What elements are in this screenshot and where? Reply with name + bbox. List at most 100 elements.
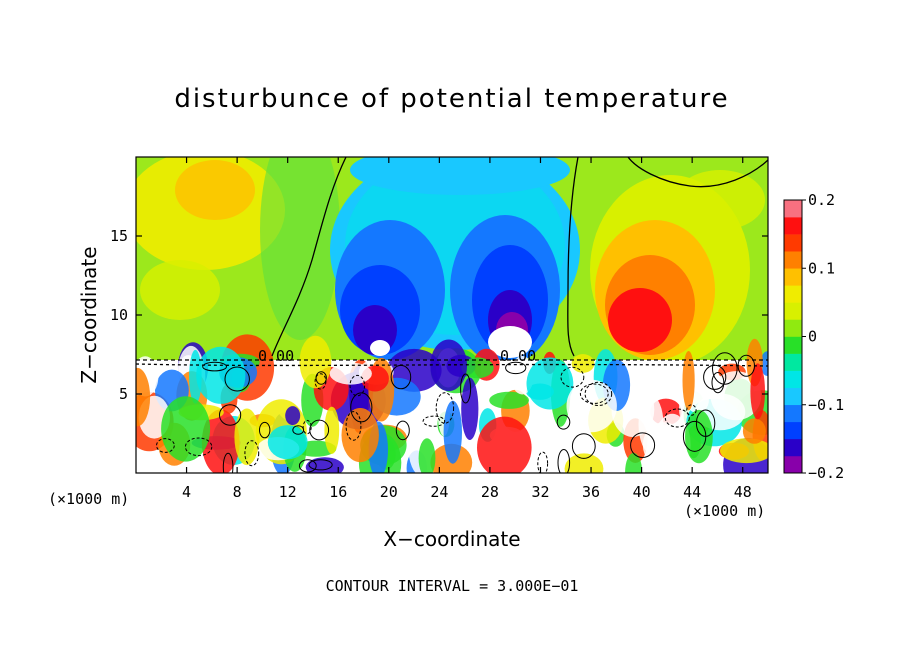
turbulence-patch [299, 335, 332, 389]
field-blob [175, 160, 255, 220]
turbulence-patch [161, 396, 211, 462]
turbulence-patch [329, 362, 372, 385]
field-blob [488, 326, 532, 358]
turbulence-patch [461, 377, 479, 440]
turbulence-contour [686, 404, 697, 416]
x-tick-label: 40 [633, 483, 651, 501]
y-axis-label: Z−coordinate [77, 246, 101, 383]
turbulence-contour [557, 449, 571, 473]
turbulence-patch [625, 452, 643, 473]
colorbar-swatch [784, 336, 802, 354]
colorbar-swatch [784, 285, 802, 303]
turbulence-patch [564, 453, 604, 473]
turbulence-patch [477, 416, 532, 473]
x-tick-label: 4 [182, 483, 191, 501]
turbulence-patch [685, 409, 713, 464]
colorbar-swatch [784, 370, 802, 388]
turbulence-patch [710, 371, 762, 421]
turbulence-contour [224, 366, 250, 392]
turbulence-contour [308, 459, 333, 471]
turbulence-patch [547, 452, 564, 473]
turbulence-contour [314, 373, 327, 390]
turbulence-contour [682, 420, 707, 452]
colorbar-swatch [784, 217, 802, 235]
field-blob [608, 288, 672, 352]
x-tick-label: 44 [683, 483, 701, 501]
turbulence-contour [222, 452, 234, 473]
turbulence-patch [324, 406, 340, 454]
turbulence-contour [556, 414, 571, 430]
field-blob [260, 157, 340, 340]
colorbar-label: 0.2 [808, 191, 835, 209]
contour-label: 0.00 [258, 347, 294, 365]
y-axis: 5 10 15 [110, 227, 768, 403]
colorbar-swatch [784, 438, 802, 457]
turbulence-contour [505, 361, 527, 375]
turbulence-contour [630, 432, 656, 459]
turbulence-contour [309, 419, 330, 441]
field-blob [140, 260, 220, 320]
turbulence-patch [285, 406, 301, 426]
x-unit-right: (×1000 m) [684, 502, 765, 520]
turbulence-contour [259, 421, 271, 439]
turbulence-patch [136, 367, 151, 427]
turbulence-contour [435, 392, 455, 424]
turbulence-patch [571, 354, 595, 373]
turbulence-patch [489, 391, 529, 409]
colorbar-label: −0.1 [808, 396, 844, 414]
x-axis-label: X−coordinate [383, 527, 520, 551]
colorbar-swatch [784, 319, 802, 337]
y-tick-label: 5 [119, 385, 128, 403]
x-tick-label: 28 [481, 483, 499, 501]
colorbar-label: −0.2 [808, 464, 844, 482]
x-tick-label: 32 [531, 483, 549, 501]
turbulence-contour [712, 352, 738, 385]
turbulence-contour [395, 420, 410, 441]
turbulence-contour [298, 459, 317, 473]
turbulence-patch [267, 425, 308, 460]
turbulence-contour [579, 383, 609, 404]
turbulence-patch [750, 363, 765, 420]
turbulence-contour [202, 361, 228, 372]
turbulence-contour [460, 373, 472, 404]
colorbar-swatch [784, 302, 802, 320]
x-tick-label: 8 [233, 483, 242, 501]
turbulence-contour [219, 404, 242, 426]
x-tick-label: 16 [329, 483, 347, 501]
turbulence-contour [422, 415, 446, 427]
turbulence-patch [461, 357, 494, 379]
contour-lines [136, 157, 768, 367]
colorbar-swatch [784, 268, 802, 286]
colorbar-swatch [784, 251, 802, 269]
x-tick-label: 12 [279, 483, 297, 501]
turbulence-patch [418, 438, 436, 473]
contour-interval-note: CONTOUR INTERVAL = 3.000E−01 [325, 577, 579, 595]
colorbar-swatch [784, 455, 802, 474]
turbulence-contour [711, 372, 725, 394]
y-tick-label: 10 [110, 306, 128, 324]
x-axis: 4 8 12 16 20 24 28 32 36 40 44 48 [182, 157, 752, 501]
x-tick-label: 36 [582, 483, 600, 501]
turbulence-patch [720, 438, 768, 464]
turbulence-patch [196, 346, 246, 404]
field-blob [675, 170, 765, 230]
turbulence-contour [292, 425, 305, 435]
turbulence-patch [682, 351, 695, 411]
turbulence-patch [526, 357, 574, 410]
y-tick-label: 15 [110, 227, 128, 245]
turbulence-contour [571, 433, 596, 459]
turbulence-patch [234, 408, 260, 466]
turbulence-patch [566, 379, 617, 433]
turbulence-contour [350, 392, 373, 423]
turbulence-contour [537, 451, 549, 473]
turbulence-contour [156, 438, 175, 453]
turbulence-contour [345, 411, 362, 441]
colorbar-swatch [784, 387, 802, 406]
field-blob [350, 157, 570, 195]
turbulence-contour [244, 440, 260, 467]
colorbar-label: 0 [808, 328, 817, 346]
chart-title: disturbunce of potential temperature [174, 84, 730, 114]
turbulence-contour [560, 366, 585, 388]
colorbar-swatch [784, 353, 802, 371]
